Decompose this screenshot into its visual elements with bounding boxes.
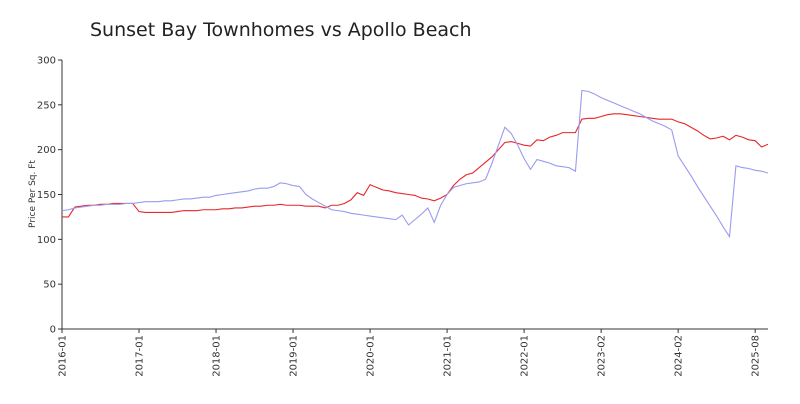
y-tick-label: 50 [43, 280, 56, 291]
x-tick-label: 2018-01 [212, 335, 223, 377]
series-line [61, 89, 769, 239]
chart-title: Sunset Bay Townhomes vs Apollo Beach [90, 19, 472, 41]
y-tick-label: 100 [37, 235, 56, 246]
y-tick-label: 300 [37, 56, 56, 67]
y-tick-label: 250 [37, 100, 56, 111]
x-tick-label: 2017-01 [135, 335, 146, 377]
x-tick-label: 2019-01 [289, 335, 300, 377]
y-tick-label: 0 [50, 325, 56, 336]
x-tick-label: 2021-01 [443, 335, 454, 377]
series-line [62, 113, 769, 218]
x-tick-label: 2020-01 [366, 335, 377, 377]
y-axis-label: Price Per Sq. Ft [28, 160, 38, 228]
x-tick-label: 2025-08 [751, 335, 762, 377]
y-tick-label: 150 [37, 190, 56, 201]
x-tick-label: 2024-02 [674, 335, 685, 377]
x-tick-label: 2022-01 [520, 335, 531, 377]
x-tick-label: 2023-02 [597, 335, 608, 377]
y-tick-label: 200 [37, 145, 56, 156]
x-tick-label: 2016-01 [58, 335, 69, 377]
